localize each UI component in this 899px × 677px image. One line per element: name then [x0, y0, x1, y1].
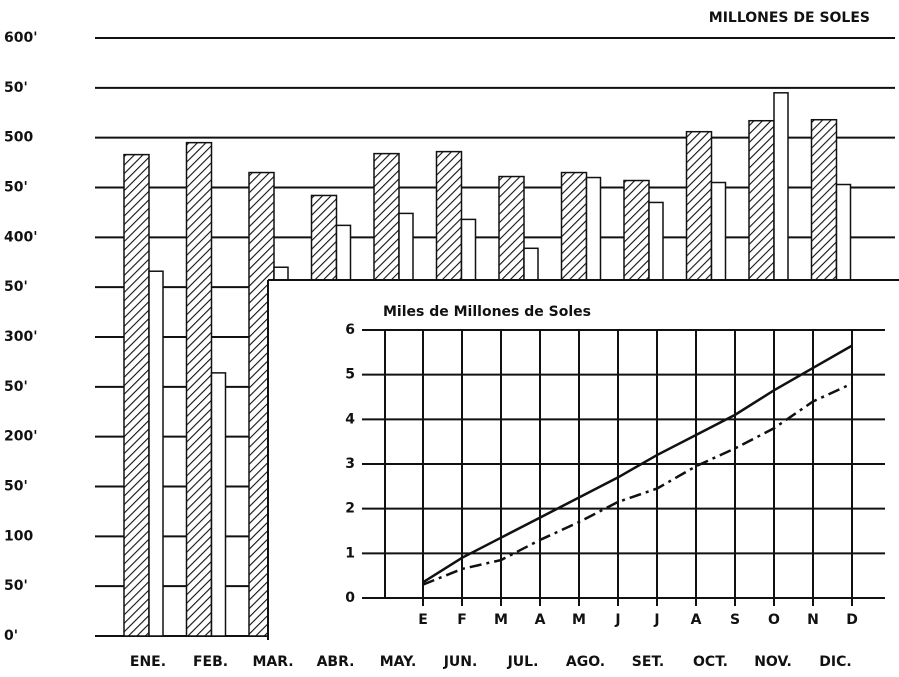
x-tick-label: D	[846, 612, 858, 628]
y-tick-label: 500	[4, 130, 33, 146]
x-tick-label: M	[494, 612, 508, 628]
y-tick-label: 5	[345, 367, 355, 383]
x-tick-label: MAY.	[380, 654, 417, 670]
x-tick-label: J	[653, 612, 659, 628]
y-tick-label: 1	[345, 545, 355, 561]
x-tick-label: NOV.	[754, 654, 792, 670]
x-tick-label: JUN.	[443, 654, 478, 670]
bar	[210, 372, 227, 637]
x-tick-label: F	[457, 612, 467, 628]
x-tick-label: ENE.	[130, 654, 166, 670]
inset-title: Miles de Millones de Soles	[383, 304, 591, 320]
x-tick-label: M	[572, 612, 586, 628]
bar	[185, 141, 213, 637]
y-tick-label: 50'	[4, 180, 28, 196]
inset-panel	[268, 280, 899, 642]
x-tick-label: N	[807, 612, 819, 628]
y-tick-label: 4	[345, 411, 355, 427]
x-tick-label: FEB.	[193, 654, 228, 670]
annotation: MILLONES DE SOLES	[709, 10, 870, 26]
x-tick-label: DIC.	[819, 654, 851, 670]
y-tick-label: 3	[345, 456, 355, 472]
x-tick-label: SET.	[632, 654, 664, 670]
y-tick-label: 300'	[4, 329, 38, 345]
y-tick-label: 50'	[4, 379, 28, 395]
bar	[148, 270, 164, 637]
x-tick-label: MAR.	[252, 654, 293, 670]
y-tick-label: 50'	[4, 279, 28, 295]
bar	[123, 153, 150, 637]
x-tick-label: ABR.	[317, 654, 355, 670]
y-tick-label: 6	[345, 322, 355, 338]
y-tick-label: 600'	[4, 30, 38, 46]
line	[422, 344, 853, 584]
y-tick-label: 100	[4, 528, 33, 544]
line	[422, 382, 853, 586]
y-tick-label: 50'	[4, 578, 28, 594]
y-tick-label: 50'	[4, 479, 28, 495]
y-tick-label: 0'	[4, 628, 18, 644]
x-tick-label: J	[614, 612, 620, 628]
x-tick-label: E	[418, 612, 428, 628]
x-tick-label: OCT.	[693, 654, 728, 670]
y-tick-label: 50'	[4, 80, 28, 96]
x-tick-label: A	[535, 612, 546, 628]
x-tick-label: A	[691, 612, 702, 628]
y-tick-label: 400'	[4, 229, 38, 245]
x-tick-label: AGO.	[566, 654, 605, 670]
y-tick-label: 200'	[4, 429, 38, 445]
x-tick-label: JUL.	[507, 654, 539, 670]
y-tick-label: 2	[345, 501, 355, 517]
x-tick-label: S	[730, 612, 740, 628]
y-tick-label: 0	[345, 590, 355, 606]
x-tick-label: O	[768, 612, 780, 628]
